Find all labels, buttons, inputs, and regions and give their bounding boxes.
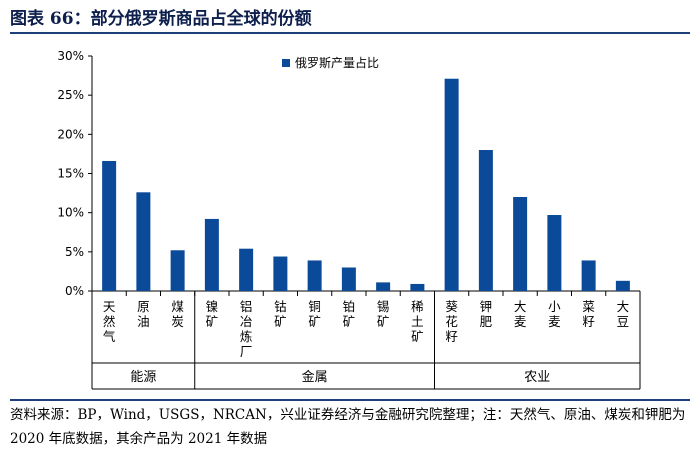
bar-铂矿 xyxy=(341,267,356,291)
y-tick-label: 20% xyxy=(57,127,84,141)
legend-swatch xyxy=(282,59,290,67)
category-label: 镍矿 xyxy=(206,299,219,329)
group-labels: 能源 金属 农业 xyxy=(130,369,550,385)
y-tick-label: 0% xyxy=(65,284,84,298)
bar-钾肥 xyxy=(478,150,493,291)
chart-axes: 0% 5% 10% 15% 20% 25% 30% xyxy=(57,49,641,390)
group-label: 金属 xyxy=(302,369,328,385)
bar-铜矿 xyxy=(307,260,322,291)
y-tick-label: 30% xyxy=(57,49,84,63)
bar-大麦 xyxy=(513,197,528,291)
category-label: 钴矿 xyxy=(274,299,287,329)
category-label: 锡矿 xyxy=(377,299,390,329)
bar-稀土矿 xyxy=(410,283,425,291)
bar-菜籽 xyxy=(581,260,596,291)
group-label: 农业 xyxy=(524,370,550,385)
chart-bars xyxy=(102,78,630,291)
y-tick-label: 15% xyxy=(57,167,84,181)
category-label: 稀土矿 xyxy=(411,299,424,344)
category-label: 铝冶炼厂 xyxy=(240,299,253,359)
bar-原油 xyxy=(136,192,151,291)
bar-煤炭 xyxy=(170,250,185,291)
bar-葵花籽 xyxy=(444,78,459,291)
bar-锡矿 xyxy=(376,282,391,291)
category-label: 钾肥 xyxy=(480,299,493,329)
y-tick-label: 5% xyxy=(65,245,84,259)
category-label: 铜矿 xyxy=(308,299,321,329)
bar-镍矿 xyxy=(204,218,219,291)
category-label: 铂矿 xyxy=(343,299,356,329)
bar-大豆 xyxy=(615,280,630,291)
source-note: 资料来源：BP，Wind，USGS，NRCAN，兴业证券经济与金融研究院整理；注… xyxy=(10,399,690,453)
bar-铝冶炼厂 xyxy=(239,248,254,291)
bar-天然气 xyxy=(102,160,117,291)
figure-title: 图表 66：部分俄罗斯商品占全球的份额 xyxy=(10,4,690,34)
category-label: 天然气 xyxy=(103,299,116,344)
y-tick-label: 10% xyxy=(57,206,84,220)
legend-label: 俄罗斯产量占比 xyxy=(295,55,379,70)
category-label: 煤炭 xyxy=(171,299,184,329)
bar-钴矿 xyxy=(273,256,288,291)
category-label: 菜籽 xyxy=(582,299,595,329)
y-tick-label: 25% xyxy=(57,88,84,102)
category-label: 葵花籽 xyxy=(445,299,458,344)
bar-小麦 xyxy=(547,215,562,291)
category-label: 原油 xyxy=(137,299,150,329)
group-label: 能源 xyxy=(130,370,156,385)
category-label: 小麦 xyxy=(548,299,561,329)
category-label: 大豆 xyxy=(617,299,630,329)
chart-legend: 俄罗斯产量占比 xyxy=(282,55,379,70)
category-label: 大麦 xyxy=(514,299,527,329)
